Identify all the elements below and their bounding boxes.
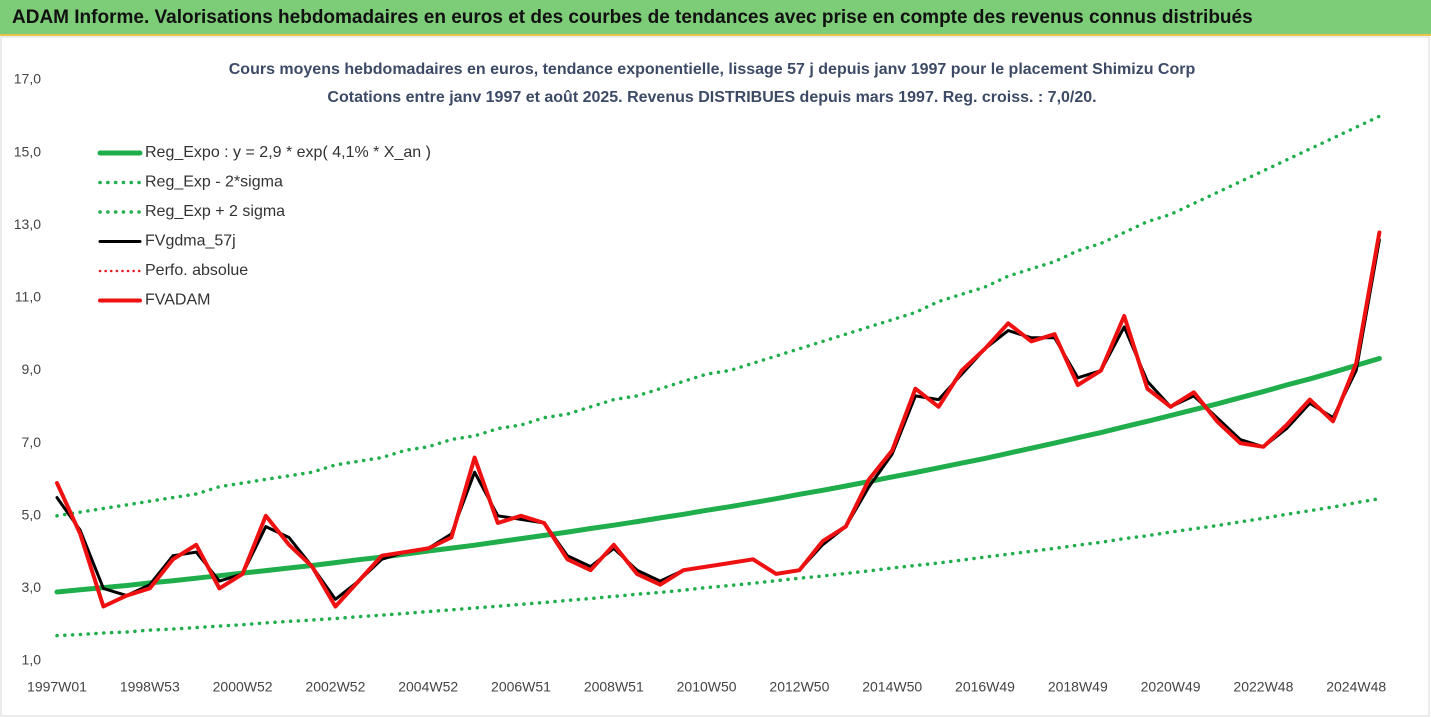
series-line [55, 496, 1382, 638]
x-tick-label: 2018W49 [1048, 679, 1108, 695]
chart-subtitle: Cotations entre janv 1997 et août 2025. … [327, 89, 1096, 106]
x-tick-label: 2014W50 [862, 679, 922, 695]
y-tick-label: 17,0 [14, 71, 41, 87]
x-tick-label: 2024W48 [1326, 679, 1386, 695]
x-tick-label: 2022W48 [1233, 679, 1293, 695]
legend-label: Reg_Exp - 2*sigma [145, 174, 283, 191]
x-tick-label: 2002W52 [305, 679, 365, 695]
x-tick-label: 2012W50 [769, 679, 829, 695]
legend-label: FVgdma_57j [145, 233, 236, 250]
legend-label: Perfo. absolue [145, 262, 248, 279]
x-tick-label: 1998W53 [120, 679, 180, 695]
x-tick-label: 2010W50 [677, 679, 737, 695]
y-tick-label: 5,0 [22, 506, 42, 522]
y-tick-label: 7,0 [22, 434, 42, 450]
x-tick-label: 2016W49 [955, 679, 1015, 695]
y-tick-label: 1,0 [22, 652, 42, 668]
header-title: ADAM Informe. Valorisations hebdomadaire… [0, 0, 1431, 36]
x-tick-label: 2020W49 [1141, 679, 1201, 695]
legend-label: FVADAM [145, 292, 210, 309]
series-line [54, 356, 1382, 595]
y-tick-label: 15,0 [14, 143, 41, 159]
x-tick-label: 1997W01 [27, 679, 87, 695]
series-line [55, 230, 1382, 609]
x-tick-label: 2004W52 [398, 679, 458, 695]
y-tick-label: 3,0 [22, 579, 42, 595]
chart-title: Cours moyens hebdomadaires en euros, ten… [229, 61, 1196, 78]
x-tick-label: 2006W51 [491, 679, 551, 695]
legend-label: Reg_Expo : y = 2,9 * exp( 4,1% * X_an ) [145, 144, 431, 161]
series-line [55, 114, 1382, 518]
x-tick-label: 2000W52 [213, 679, 273, 695]
y-tick-label: 9,0 [22, 361, 42, 377]
y-tick-label: 13,0 [14, 216, 41, 232]
y-tick-label: 11,0 [15, 289, 41, 305]
chart-frame [0, 36, 1430, 717]
legend-label: Reg_Exp + 2 sigma [145, 203, 285, 220]
x-tick-label: 2008W51 [584, 679, 644, 695]
chart: Cours moyens hebdomadaires en euros, ten… [0, 36, 1430, 717]
